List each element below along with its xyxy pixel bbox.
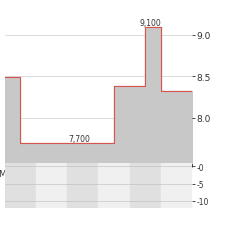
Bar bbox=[98, 163, 130, 208]
Bar bbox=[67, 163, 98, 208]
Bar bbox=[36, 163, 67, 208]
Bar bbox=[5, 163, 36, 208]
Text: 9,100: 9,100 bbox=[139, 18, 161, 27]
Text: 7,700: 7,700 bbox=[69, 134, 91, 143]
Bar bbox=[130, 163, 161, 208]
Bar bbox=[161, 163, 192, 208]
